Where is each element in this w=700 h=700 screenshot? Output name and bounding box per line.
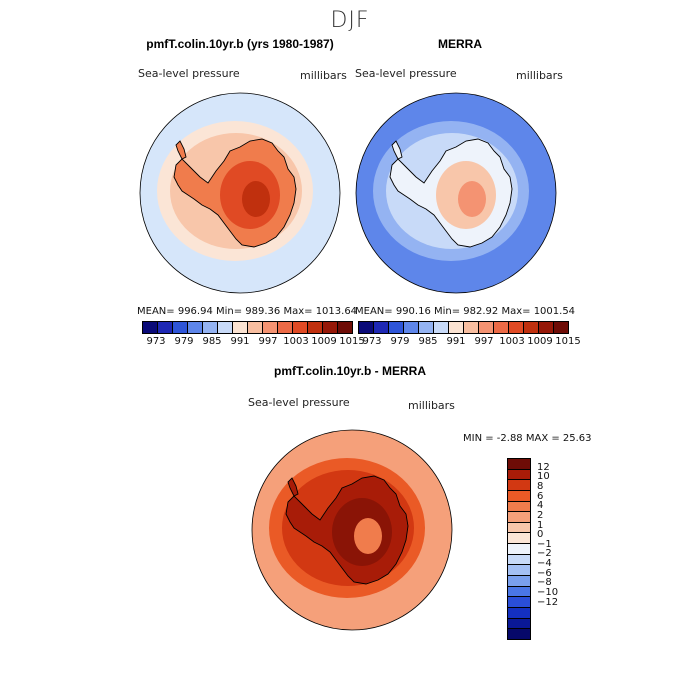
colorbar-swatch	[388, 321, 404, 334]
colorbar-tick-label: 1015	[339, 336, 365, 347]
colorbar-tick-label: 6	[537, 490, 544, 502]
obs-variable-label: Sea-level pressure	[355, 67, 457, 80]
map-boundary	[139, 92, 341, 294]
model-colorbar	[142, 321, 353, 334]
peninsula-field	[176, 141, 186, 159]
colorbar-swatch	[262, 321, 278, 334]
colorbar-swatch	[172, 321, 188, 334]
colorbar-swatch	[187, 321, 203, 334]
obs-colorbar	[358, 321, 569, 334]
model-colorbar-ticks: 973 979 985 991 997 1003 1009 1015	[142, 336, 364, 350]
colorbar-tick-label: 1003	[283, 336, 309, 347]
colorbar-tick-label: 2	[537, 509, 544, 521]
coastline	[175, 140, 187, 160]
colorbar-tick-label: 991	[446, 336, 466, 347]
colorbar-tick-label: 979	[174, 336, 194, 347]
colorbar-swatch	[217, 321, 233, 334]
colorbar-tick-label: 991	[230, 336, 250, 347]
colorbar-tick-label: −4	[537, 558, 552, 570]
colorbar-tick-label: 12	[537, 461, 550, 473]
colorbar-swatch	[508, 321, 524, 334]
colorbar-swatch	[433, 321, 449, 334]
coastline	[287, 477, 299, 497]
colorbar-tick-label: −6	[537, 567, 552, 579]
colorbar-swatch	[507, 628, 531, 640]
colorbar-swatch	[448, 321, 464, 334]
colorbar-tick-label: −10	[537, 587, 559, 599]
obs-stats: MEAN= 990.16 Min= 982.92 Max= 1001.54	[355, 306, 576, 317]
colorbar-swatch	[478, 321, 494, 334]
colorbar-tick-label: 1	[537, 519, 544, 531]
colorbar-swatch	[358, 321, 374, 334]
model-panel-title: pmfT.colin.10yr.b (yrs 1980-1987)	[146, 37, 334, 51]
colorbar-swatch	[463, 321, 479, 334]
colorbar-tick-label: 1015	[555, 336, 581, 347]
obs-units-label: millibars	[516, 69, 563, 82]
colorbar-swatch	[553, 321, 569, 334]
colorbar-tick-label: 1009	[311, 336, 337, 347]
colorbar-swatch	[373, 321, 389, 334]
diff-units-label: millibars	[408, 399, 455, 412]
map-boundary	[355, 92, 557, 294]
colorbar-swatch	[277, 321, 293, 334]
colorbar-tick-label: 0	[537, 529, 544, 541]
peninsula-field	[288, 478, 298, 496]
colorbar-swatch	[418, 321, 434, 334]
model-polar-map	[139, 92, 341, 294]
figure-title: DJF	[330, 8, 370, 33]
diff-stats: MIN = -2.88 MAX = 25.63	[463, 433, 592, 444]
diff-variable-label: Sea-level pressure	[248, 396, 350, 409]
colorbar-swatch	[142, 321, 158, 334]
coastline	[389, 138, 513, 248]
obs-polar-map	[355, 92, 557, 294]
diff-colorbar-ticks: 12 10 8 6 4 2 1 0 −1 −2 −4 −6 −8 −10 −12	[537, 458, 577, 628]
coastline	[285, 475, 409, 585]
colorbar-tick-label: 4	[537, 500, 544, 512]
colorbar-swatch	[202, 321, 218, 334]
colorbar-swatch	[157, 321, 173, 334]
diff-polar-map	[251, 429, 453, 631]
diff-panel-title: pmfT.colin.10yr.b - MERRA	[273, 364, 427, 378]
colorbar-tick-label: 1003	[499, 336, 525, 347]
model-units-label: millibars	[300, 69, 347, 82]
colorbar-tick-label: −2	[537, 548, 552, 560]
colorbar-tick-label: 973	[362, 336, 382, 347]
colorbar-tick-label: −8	[537, 577, 552, 589]
colorbar-swatch	[403, 321, 419, 334]
coastline	[173, 138, 297, 248]
colorbar-swatch	[523, 321, 539, 334]
diff-colorbar	[507, 458, 531, 640]
peninsula-field	[392, 141, 402, 159]
map-boundary	[251, 429, 453, 631]
obs-panel-title: MERRA	[438, 37, 482, 51]
colorbar-swatch	[337, 321, 353, 334]
obs-colorbar-ticks: 973 979 985 991 997 1003 1009 1015	[358, 336, 580, 350]
colorbar-tick-label: 1009	[527, 336, 553, 347]
colorbar-swatch	[538, 321, 554, 334]
colorbar-tick-label: 10	[537, 471, 550, 483]
colorbar-tick-label: 997	[258, 336, 278, 347]
colorbar-swatch	[247, 321, 263, 334]
colorbar-tick-label: 997	[474, 336, 494, 347]
colorbar-swatch	[322, 321, 338, 334]
contour-core	[458, 181, 486, 217]
colorbar-swatch	[307, 321, 323, 334]
colorbar-tick-label: 973	[146, 336, 166, 347]
model-variable-label: Sea-level pressure	[138, 67, 240, 80]
coastline	[391, 140, 403, 160]
colorbar-tick-label: 985	[418, 336, 438, 347]
colorbar-swatch	[232, 321, 248, 334]
colorbar-tick-label: −12	[537, 596, 559, 608]
colorbar-swatch	[493, 321, 509, 334]
model-stats: MEAN= 996.94 Min= 989.36 Max= 1013.64	[137, 306, 358, 317]
colorbar-tick-label: 979	[390, 336, 410, 347]
contour-core	[242, 181, 270, 217]
contour-core	[354, 518, 382, 554]
colorbar-tick-label: 8	[537, 480, 544, 492]
colorbar-tick-label: 985	[202, 336, 222, 347]
colorbar-tick-label: −1	[537, 538, 552, 550]
colorbar-swatch	[292, 321, 308, 334]
